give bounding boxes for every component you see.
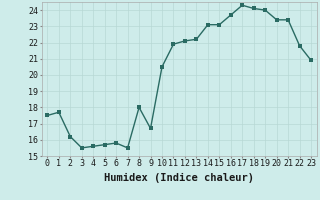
X-axis label: Humidex (Indice chaleur): Humidex (Indice chaleur) — [104, 173, 254, 183]
